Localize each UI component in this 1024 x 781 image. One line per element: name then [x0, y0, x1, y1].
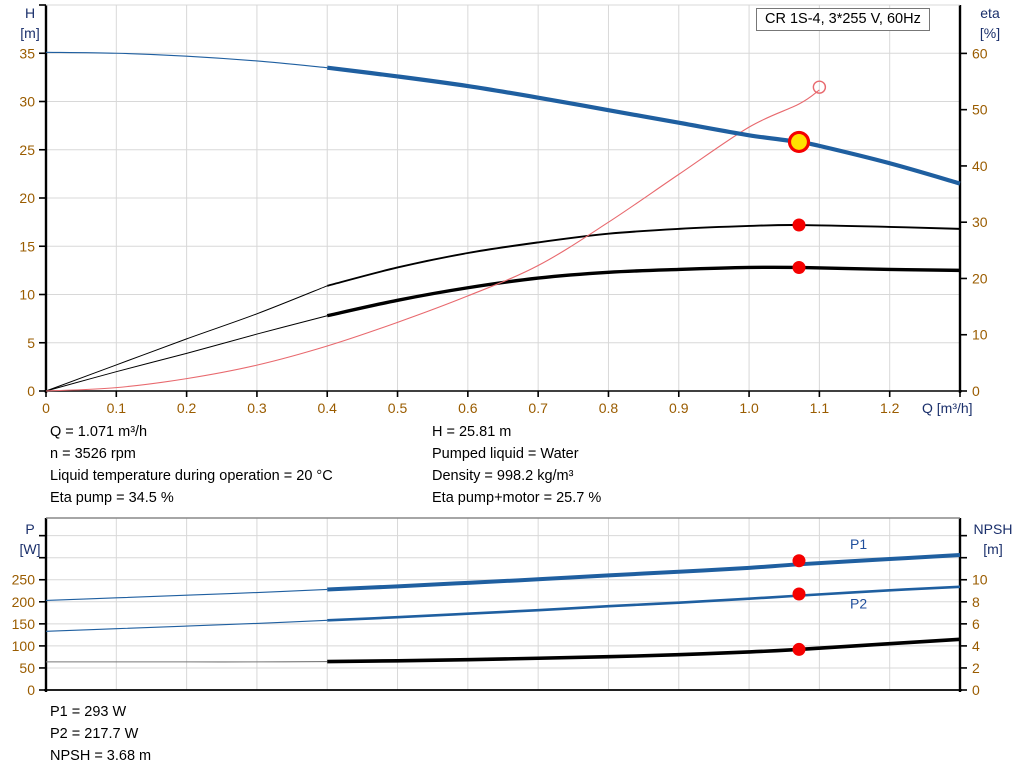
p1-series-label: P1	[850, 536, 867, 552]
duty-info-n: n = 3526 rpm	[50, 446, 136, 462]
x-tick-label: 0.4	[317, 400, 337, 416]
y-left-tick-label: 30	[19, 94, 35, 110]
power-npsh-chart: 0 50 100 150 200 250 0 2 4 6 8 10 P [W] NPSH [m] P1 P2	[12, 517, 1013, 698]
x-tick-label: 0	[42, 400, 50, 416]
eta-curve	[45, 89, 820, 392]
y-right-tick-label: 60	[972, 45, 988, 61]
duty-info-liquid: Pumped liquid = Water	[432, 446, 579, 462]
x-tick-label: 1.2	[880, 400, 900, 416]
black-curve-thick-1	[326, 224, 961, 287]
p-tick-label: 250	[12, 572, 36, 588]
p-axis-title: P	[25, 521, 34, 537]
power-info-p1: P1 = 293 W	[50, 704, 127, 720]
npsh-curve-thick	[327, 637, 961, 664]
head-curve-thin	[45, 51, 328, 69]
black-curve-thin-1	[45, 285, 328, 392]
eta-duty-marker	[812, 80, 827, 94]
head-curve-thick	[326, 65, 961, 186]
p-tick-label: 0	[27, 682, 35, 698]
x-tick-label: 0.6	[458, 400, 478, 416]
y-left-tick-label: 0	[27, 383, 35, 399]
head-eta-chart: 0 5 10 15 20 25 30 35 0 10 20 30 40 50 60 0 0.1 0.2 0.3 0.4…	[19, 4, 1000, 416]
y-right-tick-label: 20	[972, 270, 988, 286]
npsh-tick-label: 8	[972, 594, 980, 610]
y-left-tick-label: 5	[27, 335, 35, 351]
duty-info-q: Q = 1.071 m³/h	[50, 424, 148, 440]
duty-info-temperature: Liquid temperature during operation = 20…	[50, 468, 333, 484]
duty-info-eta-pump-motor: Eta pump+motor = 25.7 %	[432, 490, 602, 506]
black-curve-1-duty-marker	[792, 218, 806, 232]
x-tick-label: 0.3	[247, 400, 267, 416]
power-info-npsh: NPSH = 3.68 m	[50, 748, 152, 764]
black-curve-thick-2	[326, 265, 961, 318]
p2-series-label: P2	[850, 595, 867, 611]
npsh-axis-title: NPSH	[974, 521, 1013, 537]
npsh-tick-label: 10	[972, 572, 988, 588]
p1-curve-thin	[45, 588, 328, 602]
p2-curve-thin	[45, 619, 328, 632]
x-tick-label: 0.2	[177, 400, 197, 416]
p-tick-label: 50	[19, 660, 35, 676]
y-right-tick-label: 10	[972, 327, 988, 343]
duty-info-eta-pump: Eta pump = 34.5 %	[50, 490, 174, 506]
p1-curve-thick	[327, 553, 961, 592]
p-tick-label: 100	[12, 638, 36, 654]
p-tick-label: 150	[12, 616, 36, 632]
npsh-duty-marker	[792, 642, 806, 656]
p1-duty-marker	[792, 554, 806, 568]
duty-point-marker[interactable]	[787, 130, 811, 154]
x-tick-label: 0.5	[388, 400, 408, 416]
y-left-tick-label: 15	[19, 238, 35, 254]
y-left-tick-label: 20	[19, 190, 35, 206]
y-left-tick-label: 25	[19, 142, 35, 158]
y-right-tick-label: 0	[972, 383, 980, 399]
p-tick-label: 200	[12, 594, 36, 610]
duty-info-h: H = 25.81 m	[432, 424, 512, 440]
y-left-axis-title: H	[25, 5, 35, 21]
y-left-tick-label: 10	[19, 287, 35, 303]
npsh-tick-label: 4	[972, 638, 980, 654]
npsh-tick-label: 0	[972, 682, 980, 698]
npsh-tick-label: 2	[972, 660, 980, 676]
black-curve-2-duty-marker	[792, 260, 806, 274]
y-right-tick-label: 50	[972, 102, 988, 118]
x-tick-label: 1.1	[810, 400, 830, 416]
x-axis-title: Q [m³/h]	[922, 400, 973, 416]
x-tick-label: 0.8	[599, 400, 619, 416]
y-right-tick-label: 30	[972, 214, 988, 230]
npsh-tick-label: 6	[972, 616, 980, 632]
x-tick-label: 1.0	[739, 400, 759, 416]
y-right-tick-label: 40	[972, 158, 988, 174]
x-tick-label: 0.9	[669, 400, 689, 416]
y-right-axis-unit: [%]	[980, 25, 1000, 41]
duty-info-density: Density = 998.2 kg/m³	[432, 468, 574, 484]
p-axis-unit: [W]	[20, 541, 41, 557]
npsh-axis-unit: [m]	[983, 541, 1002, 557]
power-info-p2: P2 = 217.7 W	[50, 726, 139, 742]
pump-title-box: CR 1S-4, 3*255 V, 60Hz	[756, 8, 930, 31]
y-right-axis-title: eta	[980, 5, 1000, 21]
y-left-axis-unit: [m]	[20, 25, 39, 41]
black-curve-thin-2	[45, 315, 328, 392]
y-left-tick-label: 35	[19, 45, 35, 61]
x-tick-label: 0.7	[528, 400, 548, 416]
p2-duty-marker	[792, 587, 806, 601]
x-tick-label: 0.1	[107, 400, 127, 416]
p2-curve-thick	[327, 585, 961, 622]
